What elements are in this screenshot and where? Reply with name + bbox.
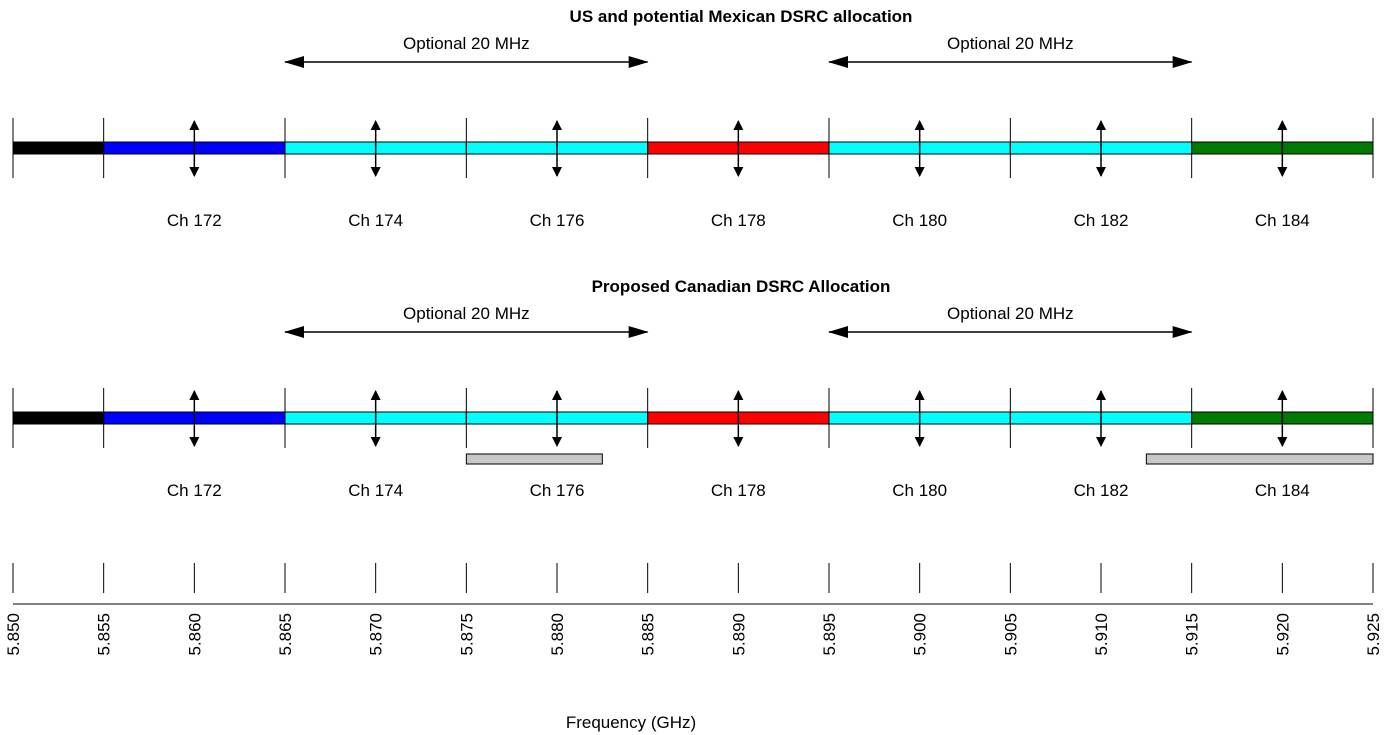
channel-label: Ch 180: [892, 481, 947, 500]
axis-tick-label: 5.920: [1273, 613, 1292, 656]
axis-tick-label: 5.925: [1364, 613, 1383, 656]
channel-label: Ch 180: [892, 211, 947, 230]
axis-tick-label: 5.870: [367, 613, 386, 656]
channel-label: Ch 174: [348, 211, 403, 230]
axis-title: Frequency (GHz): [566, 713, 696, 732]
channel-label: Ch 182: [1074, 481, 1129, 500]
optional-20mhz-label: Optional 20 MHz: [403, 34, 530, 53]
channel-label: Ch 172: [167, 481, 222, 500]
axis-tick-label: 5.915: [1183, 613, 1202, 656]
axis-tick-label: 5.860: [185, 613, 204, 656]
channel-label: Ch 184: [1255, 481, 1310, 500]
axis-tick-label: 5.875: [457, 613, 476, 656]
guard-band-segment: [12, 411, 105, 425]
channel-label: Ch 176: [530, 481, 585, 500]
axis-tick-label: 5.890: [729, 613, 748, 656]
allocation-section-2: Proposed Canadian DSRC Allocation Optiona…: [12, 277, 1374, 500]
axis-tick-label: 5.900: [911, 613, 930, 656]
axis-tick-label: 5.855: [95, 613, 114, 656]
section-title: Proposed Canadian DSRC Allocation: [592, 277, 891, 296]
axis-tick-label: 5.895: [820, 613, 839, 656]
optional-20mhz-label: Optional 20 MHz: [947, 304, 1074, 323]
channel-label: Ch 176: [530, 211, 585, 230]
optional-20mhz-label: Optional 20 MHz: [403, 304, 530, 323]
channel-label: Ch 178: [711, 211, 766, 230]
axis-tick-label: 5.910: [1092, 613, 1111, 656]
restricted-band-bar: [465, 453, 603, 465]
frequency-axis: 5.850 5.855 5.860 5.865 5.870 5.875 5.880 5.885…: [4, 563, 1383, 732]
axis-tick-label: 5.850: [4, 613, 23, 656]
axis-tick-label: 5.865: [276, 613, 295, 656]
optional-20mhz-label: Optional 20 MHz: [947, 34, 1074, 53]
channel-label: Ch 172: [167, 211, 222, 230]
section-title: US and potential Mexican DSRC allocation: [570, 7, 913, 26]
allocation-section-1: US and potential Mexican DSRC allocation…: [12, 7, 1374, 230]
channel-label: Ch 178: [711, 481, 766, 500]
guard-band-segment: [12, 141, 105, 155]
axis-tick-label: 5.880: [548, 613, 567, 656]
axis-tick-label: 5.885: [639, 613, 658, 656]
channel-label: Ch 182: [1074, 211, 1129, 230]
axis-tick-label: 5.905: [1001, 613, 1020, 656]
channel-label: Ch 184: [1255, 211, 1310, 230]
sections-layer: US and potential Mexican DSRC allocation…: [12, 7, 1374, 500]
channel-label: Ch 174: [348, 481, 403, 500]
restricted-band-bar: [1145, 453, 1374, 465]
